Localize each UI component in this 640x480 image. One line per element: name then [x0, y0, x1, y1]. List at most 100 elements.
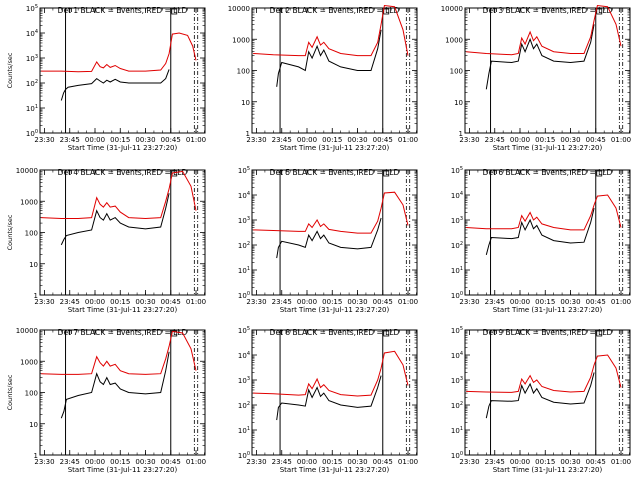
x-tick-label: 00:30	[560, 298, 580, 306]
y-tick-label: 1000	[445, 36, 463, 44]
y-tick-label: 104	[451, 191, 463, 200]
y-tick-label: 1000	[232, 36, 250, 44]
x-tick-label: 01:00	[611, 458, 631, 466]
x-tick-label: 01:00	[611, 136, 631, 144]
y-tick-label: 10000	[228, 5, 250, 13]
x-axis-label: Start Time (31-Jul-11 23:27:20)	[280, 144, 390, 152]
events-series-line	[485, 372, 595, 419]
y-tick-label: 105	[451, 166, 463, 175]
x-tick-label: 23:30	[34, 458, 54, 466]
y-tick-label: 104	[451, 351, 463, 360]
y-tick-label: 100	[450, 68, 463, 76]
plot-frame	[251, 329, 418, 456]
x-tick-label: 23:30	[34, 136, 54, 144]
y-tick-label: 103	[451, 376, 463, 385]
x-tick-label: 00:45	[586, 458, 606, 466]
y-tick-label: 103	[451, 216, 463, 225]
x-tick-label: 00:30	[347, 136, 367, 144]
y-tick-label: 10	[29, 421, 38, 429]
x-tick-label: 23:45	[60, 458, 80, 466]
x-tick-label: 23:45	[272, 298, 292, 306]
flare-marker-box	[383, 170, 390, 177]
x-tick-label: 23:45	[60, 136, 80, 144]
events-series-line	[276, 29, 382, 87]
y-tick-label: 102	[238, 241, 250, 250]
x-tick-label: 23:30	[459, 458, 479, 466]
lld-series-line	[253, 4, 409, 57]
x-tick-label: 23:45	[485, 136, 505, 144]
flare-marker-box	[171, 8, 178, 15]
y-tick-label: 101	[26, 104, 38, 113]
x-tick-label: 00:15	[535, 298, 555, 306]
x-tick-label: 00:45	[161, 298, 181, 306]
x-tick-label: 00:45	[586, 136, 606, 144]
x-tick-label: 23:45	[485, 298, 505, 306]
x-tick-label: 01:00	[398, 458, 418, 466]
y-tick-label: 100	[238, 291, 250, 300]
x-tick-label: 00:45	[373, 136, 393, 144]
y-tick-label: 10	[29, 261, 38, 269]
x-axis-label: Start Time (31-Jul-11 23:27:20)	[493, 306, 603, 314]
panel-title: Det 7 BLACK = Events, RED = LLD	[58, 328, 188, 337]
y-tick-label: 105	[451, 326, 463, 335]
x-tick-label: 00:15	[110, 136, 130, 144]
x-tick-label: 00:15	[322, 136, 342, 144]
x-axis-label: Start Time (31-Jul-11 23:27:20)	[280, 306, 390, 314]
lld-series-line	[253, 350, 409, 397]
detector-panel-6: Det 6 BLACK = Events, RED = LLD 100 101 102…	[451, 166, 631, 314]
plot-frame	[39, 7, 206, 134]
x-tick-label: 01:00	[611, 298, 631, 306]
panel-title: Det 9 BLACK = Events, RED = LLD	[483, 328, 613, 337]
x-tick-label: 00:15	[110, 298, 130, 306]
x-tick-label: 01:00	[186, 458, 206, 466]
y-axis-label: Counts/sec	[6, 214, 14, 250]
x-axis-label: Start Time (31-Jul-11 23:27:20)	[68, 466, 178, 474]
x-tick-label: 00:30	[560, 136, 580, 144]
y-tick-label: 105	[238, 166, 250, 175]
x-tick-label: 00:30	[135, 136, 155, 144]
x-tick-label: 00:45	[373, 458, 393, 466]
x-axis-label: Start Time (31-Jul-11 23:27:20)	[68, 306, 178, 314]
lld-series-line	[466, 4, 622, 56]
x-tick-label: 01:00	[398, 298, 418, 306]
panel-title: Det 6 BLACK = Events, RED = LLD	[483, 168, 613, 177]
lld-series-line	[41, 32, 197, 73]
plot-frame	[464, 169, 631, 296]
y-tick-label: 102	[451, 401, 463, 410]
x-tick-label: 00:30	[135, 458, 155, 466]
events-series-line	[60, 69, 170, 101]
x-tick-label: 01:00	[186, 298, 206, 306]
plot-frame	[251, 169, 418, 296]
y-tick-label: 105	[238, 326, 250, 335]
y-tick-label: 103	[238, 376, 250, 385]
y-tick-label: 10000	[16, 167, 38, 175]
y-tick-label: 104	[26, 29, 38, 38]
flare-marker-box	[383, 330, 390, 337]
x-tick-label: 00:45	[161, 458, 181, 466]
lld-series-line	[41, 170, 197, 220]
y-tick-label: 10000	[16, 327, 38, 335]
detector-panel-7: Det 7 BLACK = Events, RED = LLD Counts/se…	[6, 327, 206, 474]
plot-frame	[464, 329, 631, 456]
lld-series-line	[466, 354, 622, 393]
x-tick-label: 23:30	[246, 136, 266, 144]
detector-panel-8: Det 8 BLACK = Events, RED = LLD 100 101 102…	[238, 326, 418, 474]
x-tick-label: 00:15	[322, 458, 342, 466]
y-tick-label: 101	[238, 266, 250, 275]
x-tick-label: 00:00	[85, 298, 105, 306]
x-tick-label: 01:00	[398, 136, 418, 144]
x-tick-label: 00:15	[322, 298, 342, 306]
y-tick-label: 1	[34, 452, 38, 460]
y-tick-label: 100	[25, 230, 38, 238]
y-tick-label: 100	[26, 129, 38, 138]
y-tick-label: 105	[26, 4, 38, 13]
flare-marker-box	[171, 170, 178, 177]
x-tick-label: 00:45	[161, 136, 181, 144]
plot-frame	[251, 7, 418, 134]
panel-title: Det 2 BLACK = Events, RED = LLD	[270, 6, 400, 15]
x-tick-label: 23:45	[272, 458, 292, 466]
lld-series-line	[253, 191, 409, 234]
x-tick-label: 00:15	[535, 136, 555, 144]
x-tick-label: 00:15	[535, 458, 555, 466]
